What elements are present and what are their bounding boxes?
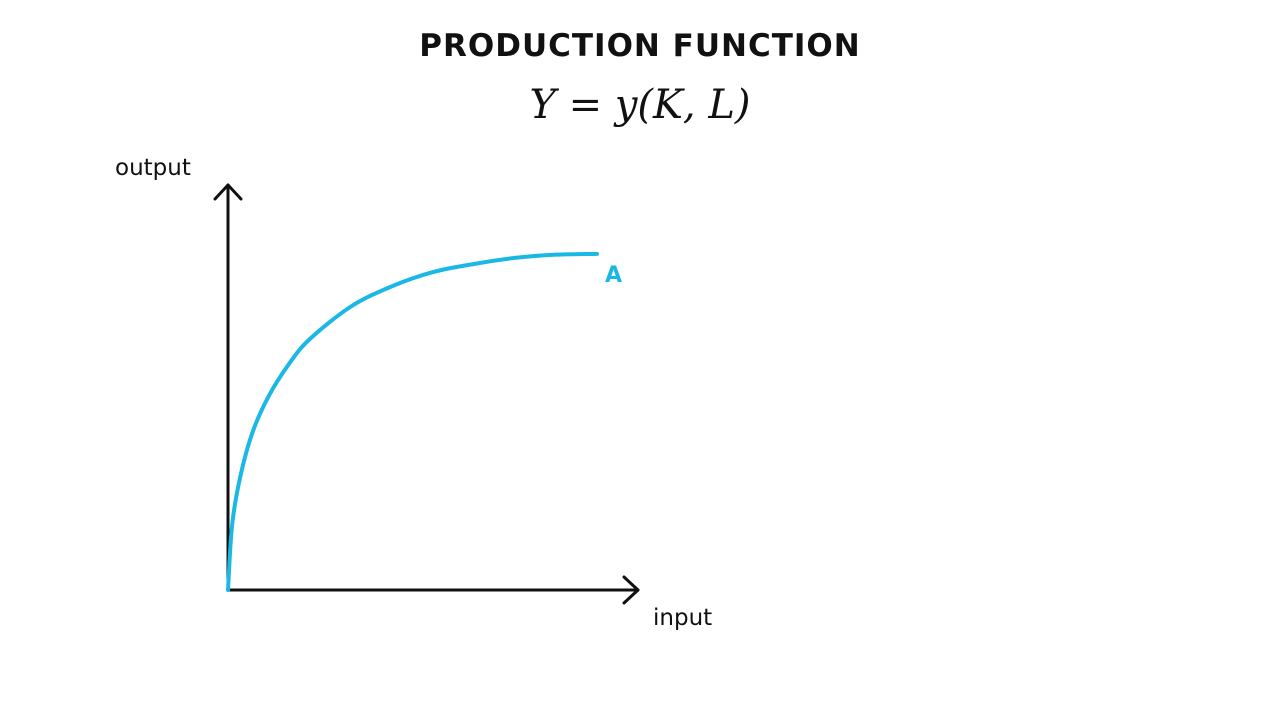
x-axis-arrowhead — [622, 575, 640, 605]
series-line-a — [226, 251, 599, 592]
series-layer: A — [226, 251, 622, 592]
y-axis-label: output — [115, 155, 191, 181]
x-axis-label: input — [653, 605, 712, 631]
series-label-a: A — [605, 263, 622, 288]
chart-title: PRODUCTION FUNCTION — [419, 28, 861, 64]
axes — [213, 183, 640, 605]
y-axis-arrowhead — [213, 183, 243, 201]
production-equation: Y = y(K, L) — [529, 82, 751, 128]
